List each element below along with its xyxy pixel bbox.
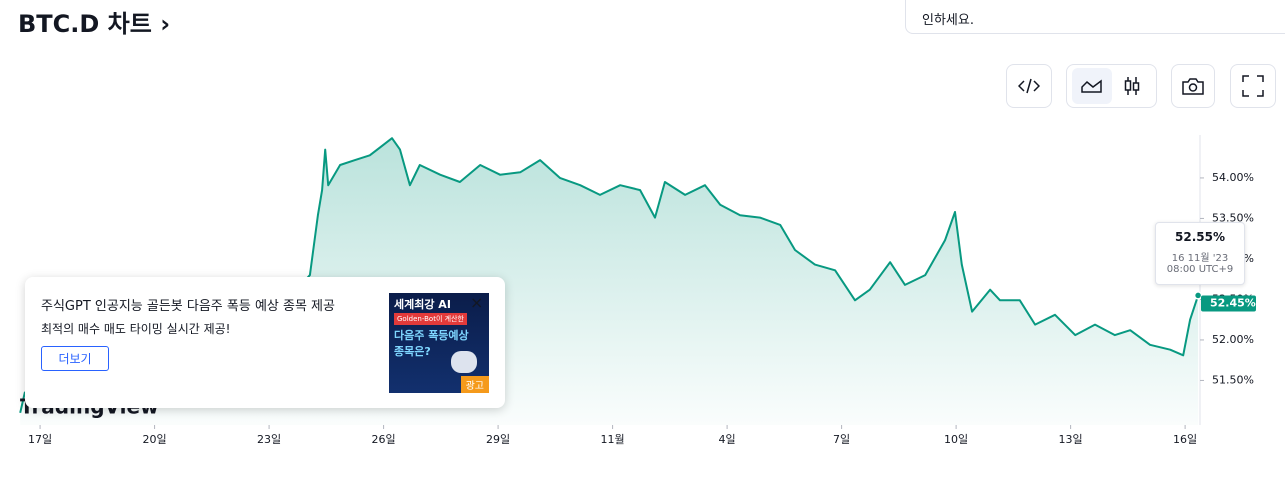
y-tick-label: 51.50% (1212, 373, 1254, 386)
close-button[interactable]: × (470, 293, 484, 312)
price-tag-label: 52.45% (1210, 296, 1256, 309)
x-tick-label: 29일 (486, 432, 510, 446)
tooltip-date: 16 11월 '23 (1171, 253, 1229, 264)
ad-image-text: Golden-Bot이 계산한 (394, 313, 467, 325)
fullscreen-button[interactable] (1230, 64, 1276, 108)
ad-image[interactable]: 세계최강 AI Golden-Bot이 계산한 다음주 폭등예상 종목은? 광고 (389, 293, 489, 393)
notice-box: 인하세요. (905, 0, 1285, 34)
robot (451, 351, 477, 373)
screenshot-button[interactable] (1171, 64, 1215, 108)
icon (1182, 78, 1204, 95)
x-tick-label: 26일 (372, 432, 396, 446)
tooltip: 52.55% 16 11월 '23 08:00 UTC+9 (1155, 222, 1245, 285)
icon (1124, 77, 1139, 95)
icon (1018, 78, 1040, 94)
icon (1080, 79, 1102, 93)
ad-button[interactable]: 더보기 (41, 346, 109, 371)
y-tick-label: 53.50% (1212, 211, 1254, 224)
page-title[interactable]: BTC.D 차트 › (18, 10, 171, 38)
x-tick-label: 11월 (601, 433, 625, 446)
ad-image-text: 세계최강 AI (394, 298, 451, 311)
chart-style-group (1066, 64, 1157, 108)
y-tick-label: 52.00% (1212, 333, 1254, 346)
hover-dot (1193, 291, 1203, 300)
tooltip-value: 52.55% (1175, 230, 1225, 244)
x-tick-label: 23일 (257, 432, 281, 446)
x-tick-label: 4일 (719, 432, 736, 446)
icon (1242, 75, 1264, 97)
price-line (19, 137, 1200, 414)
ad-image-text: 종목은? (394, 345, 431, 358)
x-tick-label: 10일 (944, 432, 968, 446)
x-tick-label: 13일 (1059, 432, 1083, 446)
embed-button[interactable] (1006, 64, 1052, 108)
ad-headline[interactable]: 주식GPT 인공지능 골든봇 다음주 폭등 예상 종목 제공 (41, 299, 335, 314)
ad-image-text: 다음주 폭등예상 (394, 329, 469, 342)
candle-button[interactable] (1112, 68, 1152, 104)
x-tick-label: 7일 (833, 432, 850, 446)
price-tag (1201, 295, 1256, 312)
x-tick-label: 16일 (1173, 432, 1197, 446)
x-tick-label: 17일 (28, 432, 52, 446)
tooltip-time: 08:00 UTC+9 (1166, 264, 1234, 275)
y-tick-label: 54.00% (1212, 171, 1254, 184)
area-button[interactable] (1071, 68, 1112, 104)
ad-badge: 광고 (460, 376, 489, 393)
notice-text: 인하세요. (922, 13, 974, 28)
ad-card[interactable]: 주식GPT 인공지능 골든봇 다음주 폭등 예상 종목 제공 최적의 매수 매도… (25, 277, 505, 408)
title-text[interactable]: BTC.D 차트 (18, 10, 152, 38)
x-tick-label: 20일 (143, 432, 167, 446)
ad-body: 최적의 매수 매도 타이밍 실시간 제공! (41, 322, 231, 336)
